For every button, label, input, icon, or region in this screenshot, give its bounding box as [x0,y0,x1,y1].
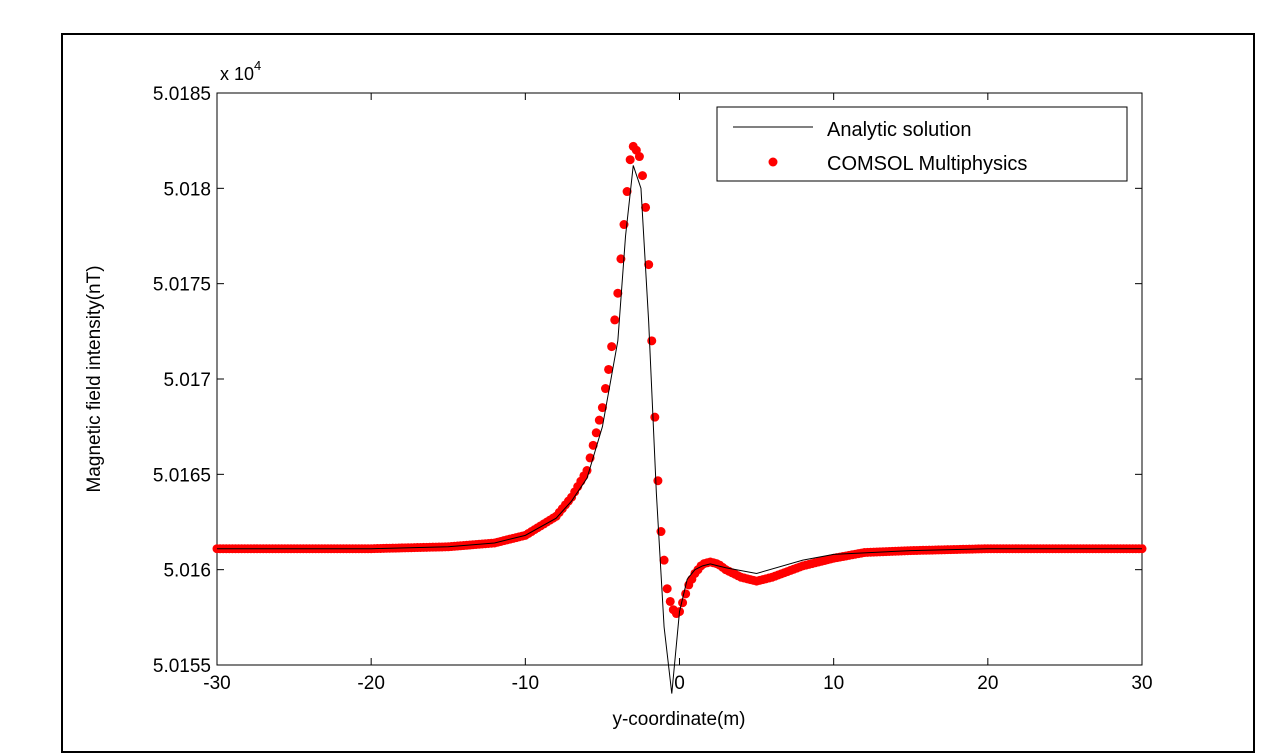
comsol-point [641,202,651,212]
y-scale-exponent: 4 [254,58,261,73]
y-tick-label: 5.0155 [153,656,211,677]
comsol-point [659,555,669,565]
y-tick-labels: 5.0155 5.016 5.0165 5.017 5.0175 5.018 5.0185 [153,84,211,677]
comsol-point [622,187,632,197]
comsol-point [582,466,592,476]
comsol-point [638,171,647,181]
x-tick-label: -10 [512,673,539,694]
comsol-point [616,254,626,264]
x-tick-label: -30 [203,673,230,694]
comsol-point [597,403,607,413]
comsol-point [653,476,663,486]
comsol-point [613,288,623,298]
comsol-point [656,527,666,537]
y-axis-label: Magnetic field intensity(nT) [84,265,105,492]
y-tick-label: 5.0185 [153,84,211,105]
x-tick-label: 0 [674,673,685,694]
comsol-point [591,428,601,438]
y-scale-base: x 10 [220,64,254,84]
comsol-point [634,152,644,162]
x-tick-label: 30 [1131,673,1152,694]
y-tick-label: 5.017 [163,370,211,391]
x-tick-label: 10 [823,673,844,694]
comsol-point [647,336,657,346]
comsol-point [601,384,610,394]
legend-marker-comsol [768,157,778,167]
x-tick-labels: -30 -20 -10 0 10 20 30 [203,673,1152,694]
magnetic-field-chart: -30 -20 -10 0 10 20 30 5.01555.0165.01655.0175… [84,58,1153,730]
legend-label-comsol: COMSOL Multiphysics [827,153,1027,175]
y-tick-label: 5.0175 [153,275,211,296]
comsol-point [604,364,614,374]
axis-ticks [216,92,1143,666]
comsol-point [678,598,688,608]
comsol-point [588,440,598,450]
comsol-point [662,584,672,594]
legend-label-analytic: Analytic solution [827,119,972,141]
y-scale-label: x 104 [220,58,261,84]
comsol-point [610,315,620,325]
comsol-point [644,260,654,270]
x-tick-label: 20 [977,673,998,694]
legend: Analytic solution COMSOL Multiphysics [716,106,1128,182]
series-analytic-line [217,165,1142,694]
comsol-point [665,596,675,606]
comsol-point [650,412,660,422]
y-tick-label: 5.0165 [153,465,211,486]
x-tick-label: -20 [357,673,384,694]
x-axis-label: y-coordinate(m) [612,709,745,730]
comsol-point [594,415,604,425]
comsol-point [607,342,617,352]
comsol-point [625,155,635,165]
legend-box [716,106,1128,182]
y-tick-label: 5.016 [163,561,211,582]
series-layer [212,141,1147,694]
y-tick-label: 5.018 [163,179,211,200]
